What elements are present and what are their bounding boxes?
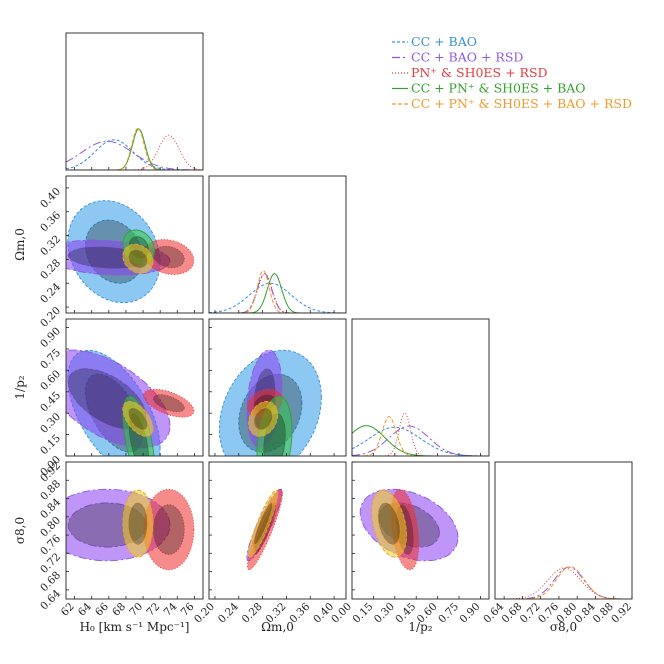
marginal-Om-pn_sh0es_rsd	[209, 273, 346, 313]
marginal-p2-cc_pn_sh0es_bao_rsd	[352, 416, 489, 456]
xlabel-H0: H₀ [km s⁻¹ Mpc⁻¹]	[80, 620, 190, 634]
contour-core-s8-vs-H0-pn_sh0es_rsd	[153, 504, 185, 555]
contour-95-s8-vs-H0-cc_pn_sh0es_bao_rsd	[122, 489, 154, 558]
ytick-Om-1: 0.24	[38, 281, 63, 306]
legend-label-cc_pn_sh0es_bao_rsd: CC + PN⁺ & SH0ES + BAO + RSD	[411, 96, 632, 111]
ylabel-Om: Ωm,0	[13, 228, 27, 261]
ytick-p2-5: 0.75	[38, 347, 63, 372]
ytick-p2-4: 0.60	[38, 368, 63, 393]
xtick-p2-0: 0.00	[329, 601, 354, 626]
marginal-Om-cc_bao_rsd	[209, 273, 346, 313]
panel-p2-vs-Om	[208, 318, 347, 457]
contour-68-s8-vs-p2-cc_pn_sh0es_bao_rsd	[377, 502, 401, 545]
contour-core-p2-vs-Om-cc_pn_sh0es_bao_rsd	[254, 408, 273, 430]
xtick-H0-3: 68	[110, 601, 128, 619]
contour-core-s8-vs-p2-cc_pn_sh0es_bao_rsd	[378, 502, 400, 545]
xtick-H0-1: 64	[76, 600, 94, 618]
marginal-Om-cc_bao	[209, 282, 346, 313]
ylabel-s8: σ8,0	[13, 517, 27, 544]
panel-Om-vs-Om	[208, 175, 347, 314]
xtick-p2-1: 0.15	[351, 601, 376, 626]
panel-s8-vs-Om: 0.200.240.280.320.360.40	[192, 461, 347, 626]
contour-95-Om-vs-H0-pn_sh0es_rsd	[143, 239, 195, 275]
marginal-Om-cc_pn_sh0es_bao	[209, 273, 346, 313]
ytick-p2-2: 0.30	[38, 411, 63, 436]
legend-label-pn_sh0es_rsd: PN⁺ & SH0ES + RSD	[411, 65, 548, 80]
ytick-Om-4: 0.36	[38, 209, 63, 234]
contour-68-p2-vs-H0-pn_sh0es_rsd	[152, 394, 185, 413]
contour-95-p2-vs-H0-pn_sh0es_rsd	[143, 388, 195, 418]
contour-core-p2-vs-H0-cc_pn_sh0es_bao_rsd	[128, 408, 148, 430]
ytick-Om-3: 0.32	[38, 233, 63, 258]
xtick-H0-4: 70	[127, 601, 145, 619]
marginal-H0-cc_pn_sh0es_bao	[66, 128, 203, 170]
contour-68-p2-vs-Om-pn_sh0es_rsd	[253, 394, 277, 413]
contour-core-Om-vs-H0-cc_pn_sh0es_bao_rsd	[128, 249, 148, 268]
panel-Om-vs-H0: 0.200.240.280.320.360.40	[38, 175, 204, 330]
contour-68-Om-vs-H0-cc_pn_sh0es_bao_rsd	[128, 249, 148, 269]
legend-label-cc_pn_sh0es_bao: CC + PN⁺ & SH0ES + BAO	[411, 81, 586, 96]
contour-68-p2-vs-Om-cc_pn_sh0es_bao_rsd	[253, 407, 273, 431]
contour-95-s8-vs-Om-cc_pn_sh0es_bao_rsd	[248, 489, 279, 558]
contour-68-s8-vs-H0-pn_sh0es_rsd	[152, 504, 185, 556]
xlabel-Om: Ωm,0	[261, 620, 294, 634]
ytick-Om-0: 0.20	[38, 305, 63, 330]
marginal-H0-cc_pn_sh0es_bao_rsd	[66, 127, 203, 170]
contour-68-p2-vs-H0-cc_pn_sh0es_bao_rsd	[128, 407, 148, 431]
xtick-H0-0: 62	[59, 601, 77, 619]
panel-s8-vs-H0: 62 64 66 68 70 72 74 760.640.680.720.760.800.84…	[38, 460, 204, 619]
xtick-Om-1: 0.24	[216, 600, 241, 625]
contour-68-p2-vs-Om-cc_pn_sh0es_bao	[263, 413, 286, 456]
ytick-p2-1: 0.15	[38, 432, 63, 457]
ytick-Om-2: 0.28	[38, 257, 63, 282]
contour-core-s8-vs-Om-cc_pn_sh0es_bao_rsd	[254, 502, 273, 545]
contour-core-s8-vs-H0-cc_pn_sh0es_bao_rsd	[128, 502, 148, 545]
panel-p2-vs-p2	[351, 318, 490, 457]
ytick-Om-5: 0.40	[38, 186, 63, 211]
xtick-s8-7: 0.92	[609, 601, 634, 626]
ylabel-p2: 1/p₂	[13, 375, 27, 399]
marginal-p2-pn_sh0es_rsd	[352, 412, 489, 456]
contour-core-Om-vs-H0-pn_sh0es_rsd	[153, 246, 185, 268]
marginal-s8-cc_pn_sh0es_bao_rsd	[495, 566, 632, 599]
contour-95-s8-vs-H0-pn_sh0es_rsd	[143, 488, 195, 571]
marginal-p2-cc_bao_rsd	[352, 425, 489, 456]
xtick-p2-2: 0.30	[372, 601, 397, 626]
marginal-Om-cc_pn_sh0es_bao_rsd	[209, 270, 346, 313]
xlabel-p2: 1/p₂	[408, 620, 432, 634]
ytick-p2-6: 0.90	[38, 325, 63, 350]
panel-s8-vs-p2: 0.000.150.300.450.600.750.90	[329, 461, 490, 626]
contour-95-p2-vs-H0-cc_pn_sh0es_bao_rsd	[122, 400, 154, 437]
contour-core-p2-vs-H0-pn_sh0es_rsd	[153, 394, 185, 412]
legend-label-cc_bao_rsd: CC + BAO + RSD	[411, 50, 523, 65]
xtick-Om-0: 0.20	[192, 601, 217, 626]
xtick-H0-6: 74	[161, 600, 179, 618]
xtick-p2-5: 0.75	[436, 601, 461, 626]
contour-68-s8-vs-H0-cc_pn_sh0es_bao_rsd	[128, 502, 148, 545]
contour-68-s8-vs-Om-cc_pn_sh0es_bao_rsd	[253, 502, 273, 545]
panel-p2-vs-H0: 0.000.150.300.450.600.750.90	[38, 318, 204, 479]
panel-s8-vs-s8: 0.640.680.720.760.800.840.880.92	[481, 461, 634, 626]
legend-label-cc_bao: CC + BAO	[411, 34, 477, 49]
xtick-H0-2: 66	[93, 600, 111, 618]
xlabel-s8: σ8,0	[550, 620, 577, 634]
contour-68-p2-vs-Om-cc_bao	[238, 373, 303, 453]
xtick-H0-5: 72	[144, 601, 162, 619]
xtick-p2-6: 0.90	[458, 601, 483, 626]
panel-H0-vs-H0	[65, 32, 204, 171]
ytick-p2-3: 0.45	[38, 389, 63, 414]
